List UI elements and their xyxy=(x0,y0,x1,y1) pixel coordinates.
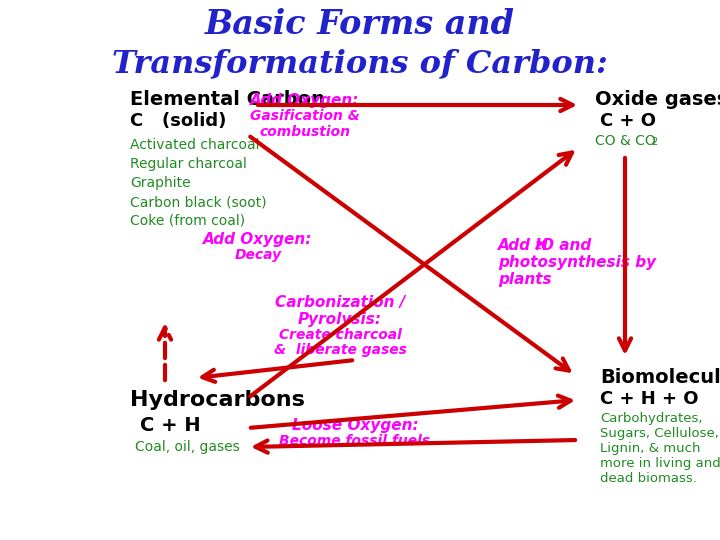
Text: Carbohydrates,
Sugars, Cellulose,
Lignin, & much
more in living and
dead biomass: Carbohydrates, Sugars, Cellulose, Lignin… xyxy=(600,412,720,485)
Text: C + H + O: C + H + O xyxy=(600,390,698,408)
Text: Biomolecules: Biomolecules xyxy=(600,368,720,387)
Text: Coke (from coal): Coke (from coal) xyxy=(130,214,245,228)
Text: Gasification &
combustion: Gasification & combustion xyxy=(250,109,360,139)
Text: Pyrolysis:: Pyrolysis: xyxy=(298,312,382,327)
Text: Basic Forms and: Basic Forms and xyxy=(205,8,515,41)
Text: photosynthesis by: photosynthesis by xyxy=(498,255,656,270)
Text: Oxide gases: Oxide gases xyxy=(595,90,720,109)
Text: Activated charcoal: Activated charcoal xyxy=(130,138,259,152)
Text: Elemental Carbon: Elemental Carbon xyxy=(130,90,325,109)
Text: Add Oxygen:: Add Oxygen: xyxy=(251,93,360,108)
Text: plants: plants xyxy=(498,272,552,287)
Text: 2: 2 xyxy=(651,137,657,147)
Text: Add H: Add H xyxy=(498,238,549,253)
Text: Create charcoal: Create charcoal xyxy=(279,328,402,342)
Text: C + H: C + H xyxy=(140,416,201,435)
Text: Add Oxygen:: Add Oxygen: xyxy=(203,232,312,247)
Text: Coal, oil, gases: Coal, oil, gases xyxy=(135,440,240,454)
Text: Transformations of Carbon:: Transformations of Carbon: xyxy=(112,48,608,79)
Text: Graphite: Graphite xyxy=(130,176,191,190)
Text: C + O: C + O xyxy=(600,112,656,130)
Text: Become fossil fuels: Become fossil fuels xyxy=(279,434,431,448)
Text: &  liberate gases: & liberate gases xyxy=(274,343,406,357)
Text: O and: O and xyxy=(541,238,591,253)
Text: Regular charcoal: Regular charcoal xyxy=(130,157,247,171)
Text: Carbonization /: Carbonization / xyxy=(275,295,405,310)
Text: C   (solid): C (solid) xyxy=(130,112,226,130)
Text: Decay: Decay xyxy=(235,248,282,262)
Text: Loose Oxygen:: Loose Oxygen: xyxy=(292,418,418,433)
Text: 2: 2 xyxy=(535,241,543,251)
Text: Hydrocarbons: Hydrocarbons xyxy=(130,390,305,410)
Text: CO & CO: CO & CO xyxy=(595,134,656,148)
Text: Carbon black (soot): Carbon black (soot) xyxy=(130,195,266,209)
